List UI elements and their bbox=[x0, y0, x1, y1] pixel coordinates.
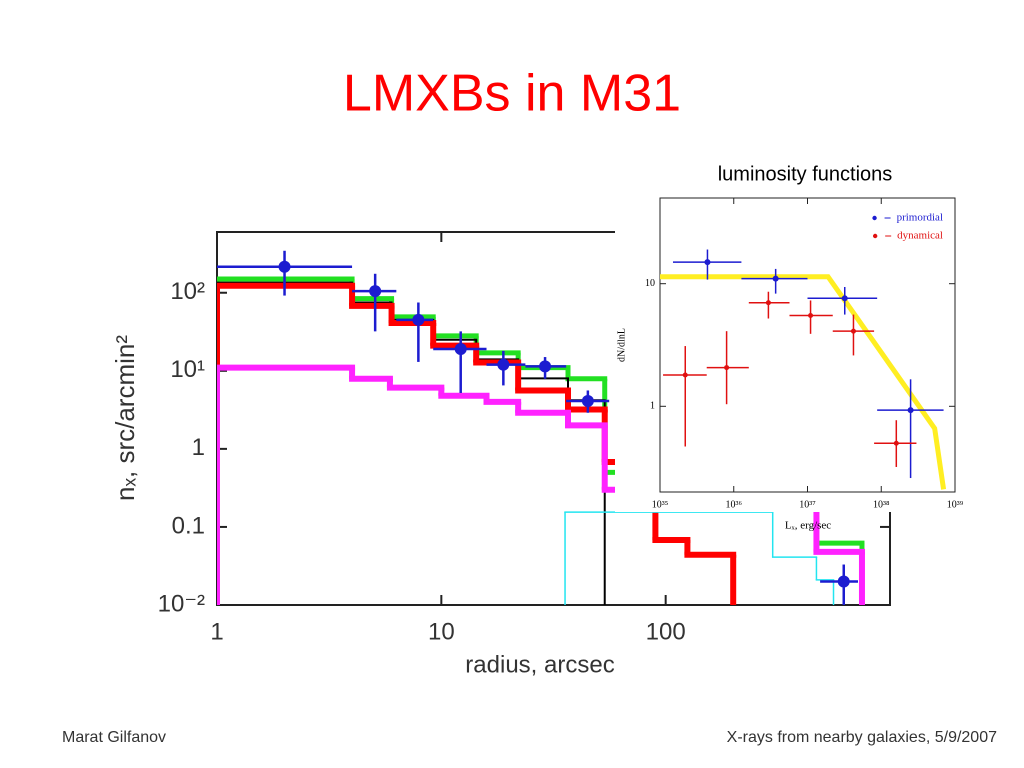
data-point bbox=[808, 313, 814, 319]
x-tick-label: 10³⁸ bbox=[873, 499, 890, 510]
data-point bbox=[682, 372, 688, 378]
y-tick-label: 10¹ bbox=[170, 356, 205, 383]
y-tick-label: 0.1 bbox=[172, 512, 205, 539]
data-point bbox=[772, 275, 779, 282]
y-tick-label: 1 bbox=[192, 434, 205, 461]
y-axis-label: dN/dlnL bbox=[616, 328, 627, 362]
y-tick-label: 10⁻² bbox=[158, 590, 205, 617]
data-point bbox=[539, 360, 552, 373]
plot-area bbox=[660, 249, 947, 490]
slide-title: LMXBs in M31 bbox=[343, 65, 681, 123]
data-point bbox=[724, 365, 730, 371]
data-point bbox=[837, 575, 850, 588]
luminosity-function-chart: luminosity functions 10³⁵ 10³⁶ 10³⁷ 10³⁸ 10³⁹… bbox=[616, 163, 963, 531]
x-tick-label: 1 bbox=[210, 618, 223, 645]
y-tick-label: 1 bbox=[650, 401, 655, 412]
data-point bbox=[278, 260, 291, 273]
footer-event: X-rays from nearby galaxies, 5/9/2007 bbox=[727, 729, 997, 746]
data-point bbox=[765, 300, 771, 306]
x-tick-label: 100 bbox=[646, 618, 686, 645]
legend-marker bbox=[872, 233, 878, 239]
chart-title: luminosity functions bbox=[718, 163, 893, 185]
data-point bbox=[581, 395, 594, 408]
x-axis-label: radius, arcsec bbox=[465, 651, 614, 678]
legend-marker bbox=[872, 215, 877, 221]
x-tick-label: 10³⁷ bbox=[799, 499, 816, 510]
radial-profile-chart: 1 10 100 10⁻² 0.1 1 10¹ 10² radius, arcsec nₓ, sr… bbox=[110, 231, 891, 678]
data-point bbox=[704, 259, 711, 266]
legend-label: primordial bbox=[897, 212, 943, 224]
data-point bbox=[369, 285, 382, 298]
plot-area bbox=[217, 250, 865, 605]
legend-label: dynamical bbox=[897, 230, 943, 242]
x-tick-label: 10³⁵ bbox=[652, 499, 668, 510]
y-axis-label: nₓ, src/arcmin² bbox=[110, 335, 140, 501]
data-point bbox=[454, 343, 467, 356]
x-tick-label: 10³⁹ bbox=[947, 499, 964, 510]
data-point bbox=[841, 295, 848, 302]
x-axis-label: Lₓ, erg/sec bbox=[785, 520, 831, 532]
y-tick-label: 10 bbox=[645, 278, 655, 289]
data-point bbox=[907, 407, 914, 414]
x-tick-label: 10³⁶ bbox=[726, 499, 743, 510]
y-tick-label: 10² bbox=[170, 278, 205, 305]
x-tick-label: 10 bbox=[428, 618, 455, 645]
data-point bbox=[412, 313, 425, 326]
inset-background bbox=[615, 150, 977, 512]
data-point bbox=[893, 440, 899, 446]
footer-author: Marat Gilfanov bbox=[62, 729, 166, 746]
model-line bbox=[660, 274, 947, 490]
data-point bbox=[497, 358, 510, 371]
data-point bbox=[850, 328, 856, 334]
